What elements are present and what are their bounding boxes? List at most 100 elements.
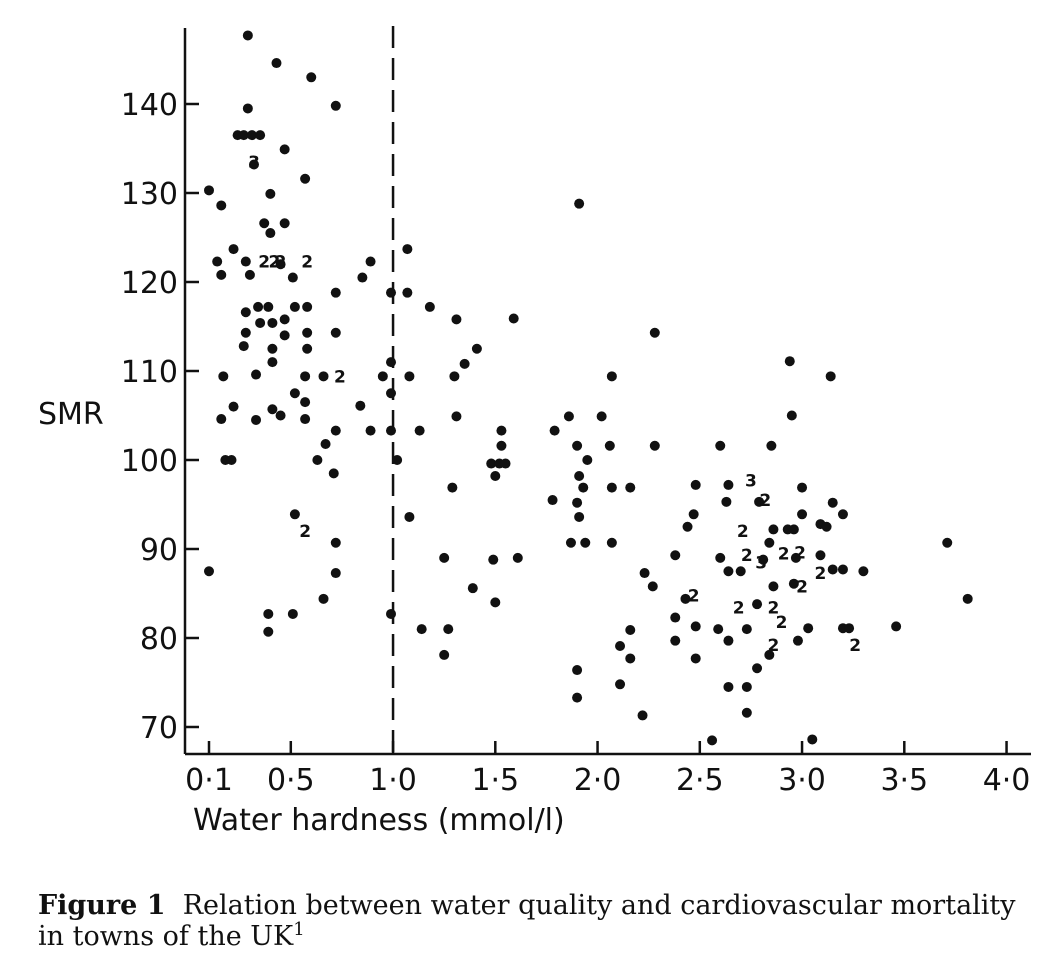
data-point [723,681,734,692]
data-point [439,649,450,660]
data-point [741,707,752,718]
point-count-label: 2 [794,544,806,564]
figure-label: Figure 1 [38,890,166,921]
x-tick-label: 3·0 [778,763,826,798]
point-count-label: 2 [737,522,749,542]
y-ticks: 70 80 90 100 110 120 130 140 [121,88,199,746]
data-point [204,185,214,196]
data-point [267,404,278,415]
point-count-label: 2 [767,599,779,619]
point-count-label: 2 [733,599,745,619]
data-point [302,343,313,354]
data-point [821,521,832,532]
data-point [330,537,341,548]
data-point [386,425,397,436]
data-point [424,301,435,312]
data-point [758,554,769,565]
data-point [377,371,388,382]
data-point [216,200,227,211]
data-point [615,641,626,652]
data-point [263,608,274,619]
point-count-label: 2 [258,253,270,273]
data-point [682,521,693,532]
y-tick-label: 110 [121,355,178,390]
y-tick-label: 120 [121,266,178,301]
data-point [467,583,478,594]
data-point [330,287,341,298]
data-point [670,550,681,561]
data-point [318,593,329,604]
data-point [267,357,278,368]
data-point [565,537,576,548]
data-point [263,626,274,637]
data-point [803,623,814,634]
data-point [289,388,300,399]
data-point [265,188,276,199]
data-point [251,369,262,380]
data-point [578,482,589,493]
data-point [392,455,403,465]
data-point [488,554,499,565]
data-point [690,479,701,490]
data-point [647,581,658,592]
data-point [330,327,341,338]
data-point [788,578,799,589]
data-point [451,411,462,422]
data-point [228,401,239,412]
data-point [259,218,270,229]
data-point [263,301,274,312]
point-count-label: 2 [767,636,779,656]
data-point [688,509,699,520]
data-point [754,496,765,507]
data-point [244,269,255,280]
y-tick-label: 100 [121,444,178,479]
data-point [572,665,583,676]
data-point [439,552,450,563]
data-point [204,566,214,577]
data-point [320,438,331,449]
data-point [414,425,425,436]
x-tick-label: 2·0 [574,763,622,798]
data-point [582,455,593,465]
data-point [768,524,779,535]
data-point [790,552,801,563]
data-point [318,371,329,382]
data-point [764,649,775,660]
data-point [580,537,591,548]
data-point [768,581,779,592]
data-point [490,597,501,608]
data-point [226,455,237,465]
caption-reference: 1 [293,919,305,940]
data-point [606,482,617,493]
data-point [670,635,681,646]
data-point [486,458,497,469]
data-point [707,735,718,746]
data-point [357,272,368,283]
data-point [275,259,286,270]
data-point [490,471,501,482]
data-point [289,509,300,520]
data-point [240,327,251,338]
axes [183,28,1031,756]
point-count-label: 3 [755,553,767,573]
data-point [615,679,626,690]
y-tick-label: 140 [121,88,178,123]
data-point [402,244,413,255]
data-point [496,440,507,451]
data-point [386,388,397,399]
data-point [404,511,415,522]
data-point [218,371,229,382]
data-point [764,537,775,548]
data-point [604,440,615,451]
data-point [625,482,636,493]
data-point [797,482,808,493]
data-point [302,301,313,312]
data-point [680,593,691,604]
data-point [306,72,317,83]
x-axis-title: Water hardness (mmol/l) [193,803,565,838]
data-point [459,358,470,369]
data-point [723,479,734,490]
data-point [253,301,264,312]
y-tick-label: 90 [140,533,178,568]
data-point [715,440,726,451]
